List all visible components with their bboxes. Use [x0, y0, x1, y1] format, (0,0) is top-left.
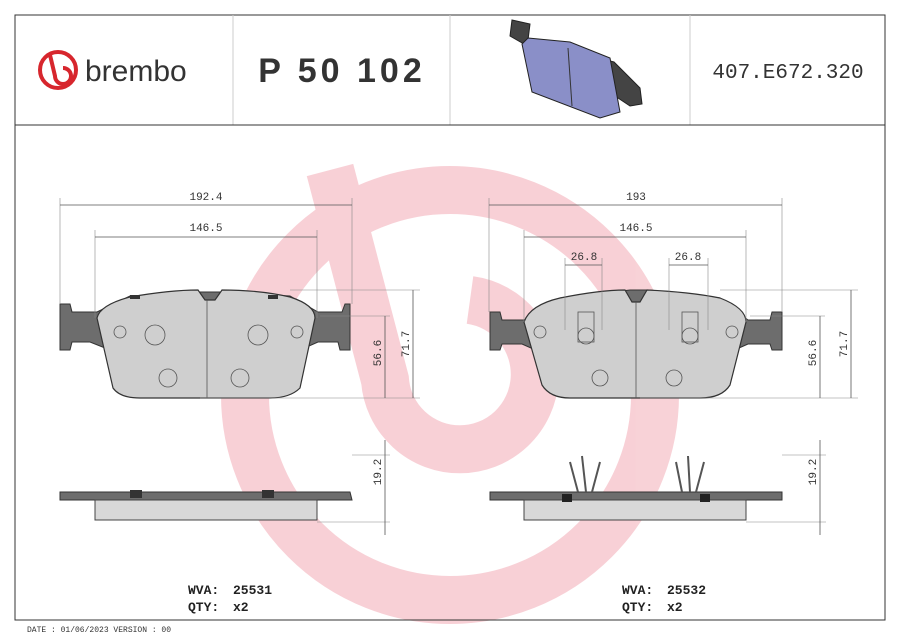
reference-code: 407.E672.320: [712, 62, 863, 85]
header: brembo P 50 102 407.E672.320: [14, 14, 886, 126]
left-pad-front: [59, 289, 351, 399]
dimension-inner-width: 146.5: [189, 223, 222, 235]
part-number: P 50 102: [258, 52, 426, 90]
wva-label: WVA:: [622, 583, 653, 598]
logo-icon: [38, 50, 78, 90]
dimension-height: 56.6: [373, 340, 385, 366]
dimension-pin-left: 26.8: [571, 252, 597, 264]
qty-value: x2: [233, 600, 249, 615]
dimension-thickness: 19.2: [373, 459, 385, 485]
sheet-frame: [14, 124, 886, 621]
wva-number: 25531: [233, 583, 272, 598]
footer-date: DATE : 01/06/2023 VERSION : 00: [27, 626, 171, 635]
dimension-height: 56.6: [808, 340, 820, 366]
dimension-width: 193: [626, 192, 646, 204]
right-dimensions: [488, 198, 858, 535]
pad-thumbnail: [509, 19, 643, 119]
left-dimensions: [59, 198, 420, 535]
wva-number: 25532: [667, 583, 706, 598]
wva-label: WVA:: [188, 583, 219, 598]
right-pad-side: [489, 455, 783, 521]
dimension-width: 192.4: [189, 192, 222, 204]
right-pad-front: [489, 289, 783, 399]
qty-label: QTY:: [622, 600, 653, 615]
dimension-pin-right: 26.8: [675, 252, 701, 264]
qty-label: QTY:: [188, 600, 219, 615]
dimension-thickness: 19.2: [808, 459, 820, 485]
dimension-total-height: 71.7: [401, 331, 413, 357]
dimension-total-height: 71.7: [839, 331, 851, 357]
dimension-inner-width: 146.5: [619, 223, 652, 235]
qty-value: x2: [667, 600, 683, 615]
left-pad-side: [59, 490, 353, 521]
logo-text: brembo: [85, 55, 187, 88]
